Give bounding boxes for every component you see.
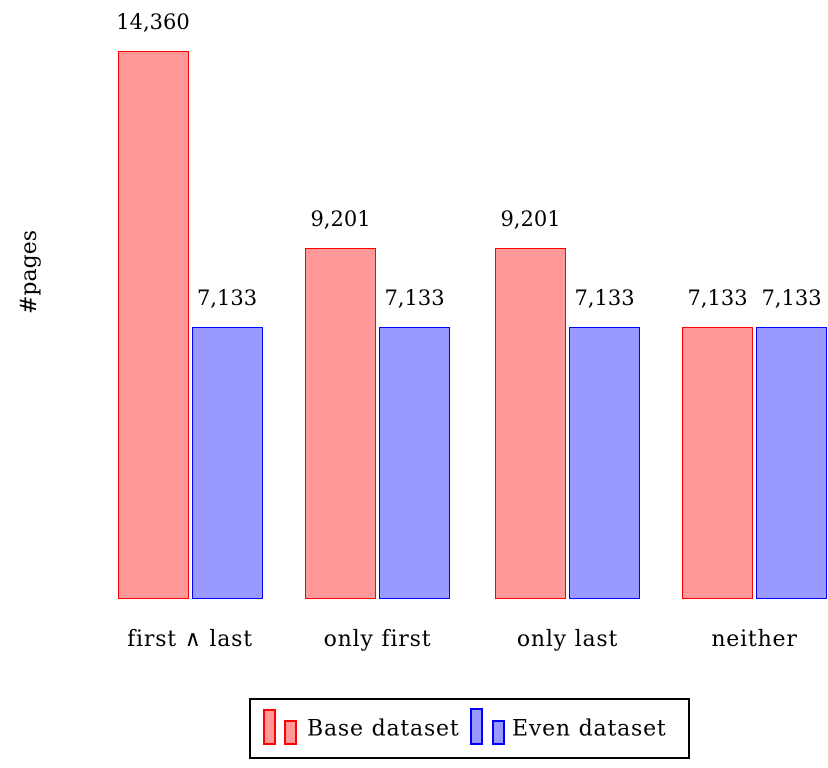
category-label: only first xyxy=(323,627,432,652)
bar-value-label: 7,133 xyxy=(384,286,445,310)
bar-value-label: 9,201 xyxy=(500,207,561,231)
legend-label-even-dataset: Even dataset xyxy=(512,716,667,741)
even-dataset-swatch-icon xyxy=(470,708,483,745)
bar-value-label: 7,133 xyxy=(196,286,258,310)
bar-base-dataset-0 xyxy=(117,51,189,599)
category-label: neither xyxy=(711,627,798,652)
bar-even-dataset-2 xyxy=(569,327,640,599)
bar-even-dataset-0 xyxy=(191,327,263,599)
bar-base-dataset-1 xyxy=(305,248,376,599)
bar-even-dataset-1 xyxy=(379,327,450,599)
legend-label-base-dataset: Base dataset xyxy=(307,716,460,741)
base-dataset-swatch-icon xyxy=(263,709,276,745)
bar-value-label: 14,360 xyxy=(116,10,190,34)
bar-value-label: 9,201 xyxy=(310,207,371,231)
bar-value-label: 7,133 xyxy=(761,286,822,310)
bar-base-dataset-3 xyxy=(682,327,753,599)
base-dataset-swatch-icon xyxy=(284,720,297,745)
bar-value-label: 7,133 xyxy=(687,286,748,310)
bar-value-label: 7,133 xyxy=(574,286,635,310)
legend: Base dataset Even dataset xyxy=(249,698,690,759)
bar-base-dataset-2 xyxy=(495,248,566,599)
bar-even-dataset-3 xyxy=(756,327,827,599)
category-label: only last xyxy=(516,627,619,652)
category-label: first ∧ last xyxy=(127,627,253,652)
even-dataset-swatch-icon xyxy=(492,720,505,745)
